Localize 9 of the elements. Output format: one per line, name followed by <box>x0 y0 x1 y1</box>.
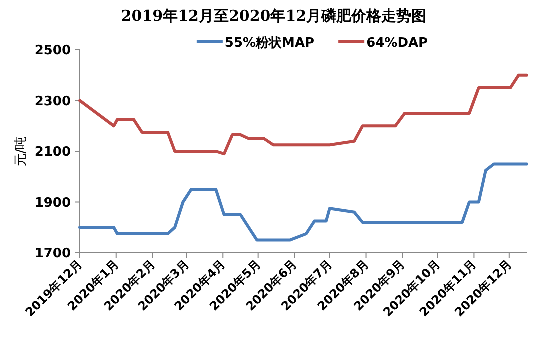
legend-label: 64%DAP <box>366 36 428 51</box>
y-axis-title: 元/吨 <box>14 136 29 167</box>
y-tick-label: 2100 <box>34 145 71 160</box>
y-tick-label: 1700 <box>34 246 71 262</box>
chart-title: 2019年12月至2020年12月磷肥价格走势图 <box>121 7 427 25</box>
y-tick-label: 1900 <box>34 196 71 211</box>
y-tick-label: 2300 <box>34 94 71 110</box>
y-tick-label: 2500 <box>34 44 71 58</box>
legend-label: 55%粉状MAP <box>224 36 315 51</box>
